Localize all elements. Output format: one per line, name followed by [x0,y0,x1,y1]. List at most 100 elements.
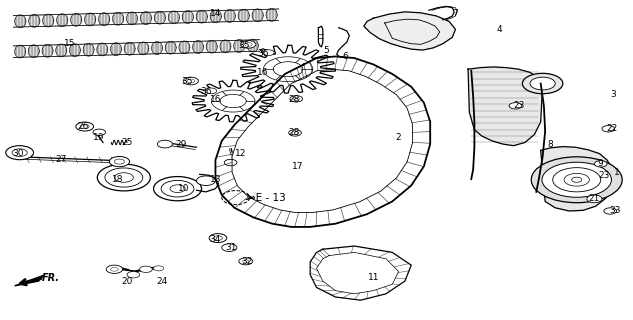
Text: 27: 27 [55,156,66,164]
Text: 20: 20 [122,276,133,285]
Circle shape [531,157,622,203]
Text: 28: 28 [289,128,300,137]
Polygon shape [468,67,542,146]
Polygon shape [113,12,123,25]
Text: 19: 19 [93,133,104,142]
Polygon shape [42,14,54,27]
Circle shape [239,258,253,265]
Polygon shape [42,44,53,57]
Polygon shape [111,43,122,55]
Circle shape [196,176,215,186]
Circle shape [509,103,522,109]
Circle shape [292,131,298,134]
Circle shape [602,125,615,132]
Circle shape [242,260,249,263]
Text: 18: 18 [112,175,123,184]
Polygon shape [266,9,277,21]
Text: 8: 8 [548,140,553,148]
Polygon shape [15,275,44,286]
Circle shape [530,77,555,90]
Polygon shape [192,41,204,53]
Text: 35: 35 [181,77,193,86]
Circle shape [106,265,123,273]
Circle shape [111,268,118,271]
Circle shape [289,130,301,136]
Circle shape [542,162,611,197]
Text: 36: 36 [200,87,211,96]
Circle shape [564,173,589,186]
Circle shape [80,124,89,129]
Text: 3: 3 [610,90,617,99]
Polygon shape [141,12,151,24]
Polygon shape [71,13,82,26]
Polygon shape [196,10,208,23]
Text: 14: 14 [210,9,221,18]
Text: 9: 9 [598,159,604,168]
Text: FR.: FR. [42,273,60,283]
Polygon shape [124,42,135,55]
Polygon shape [127,12,137,25]
Polygon shape [138,42,149,55]
Polygon shape [70,44,80,57]
Text: 15: 15 [65,39,76,48]
Circle shape [572,177,582,182]
Text: 16: 16 [210,95,221,104]
Polygon shape [151,42,163,54]
Text: 12: 12 [235,149,246,158]
Circle shape [290,96,303,102]
Polygon shape [28,45,39,58]
Circle shape [76,122,94,131]
Polygon shape [220,40,231,53]
Circle shape [115,159,125,164]
Text: 26: 26 [77,122,89,131]
Polygon shape [56,44,66,57]
Text: 29: 29 [175,140,186,148]
Circle shape [183,77,198,85]
Circle shape [522,73,563,94]
Circle shape [97,164,151,191]
Circle shape [105,168,143,187]
Circle shape [187,79,194,83]
Polygon shape [15,15,26,28]
Text: 24: 24 [156,276,167,285]
Text: 23: 23 [598,172,610,180]
Text: 2: 2 [396,133,401,142]
Text: 32: 32 [241,258,253,267]
Text: 17: 17 [292,162,303,171]
Text: 11: 11 [368,273,379,282]
Polygon shape [206,40,217,53]
Circle shape [110,156,130,167]
Circle shape [263,50,274,55]
Polygon shape [248,39,258,52]
Polygon shape [97,43,108,56]
Polygon shape [168,11,180,24]
Circle shape [224,159,237,166]
Circle shape [170,185,185,193]
Circle shape [140,266,153,272]
Polygon shape [192,80,274,122]
Polygon shape [15,45,26,58]
Polygon shape [364,12,456,50]
Circle shape [604,208,617,214]
Polygon shape [310,246,411,300]
Circle shape [594,161,607,167]
Text: 5: 5 [323,45,329,55]
Polygon shape [56,14,68,27]
Circle shape [161,180,194,197]
Text: 22: 22 [606,124,618,132]
Polygon shape [28,14,40,27]
Circle shape [93,129,106,135]
Text: 6: 6 [342,52,348,61]
Text: 16: 16 [257,68,268,77]
Text: 34: 34 [210,235,221,244]
Polygon shape [99,13,110,26]
Text: 10: 10 [178,184,190,193]
Polygon shape [252,9,263,22]
Text: 35: 35 [238,41,249,50]
Polygon shape [215,56,430,227]
Text: 7: 7 [453,9,458,18]
Circle shape [154,266,164,271]
Text: 21: 21 [589,194,600,203]
Polygon shape [85,13,96,26]
Circle shape [244,43,252,46]
